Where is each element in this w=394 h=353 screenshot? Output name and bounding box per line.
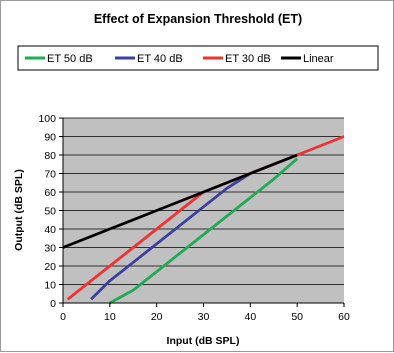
y-tick-label: 60 [44,187,56,199]
series-line-0 [109,157,299,305]
y-tick-label: 50 [44,206,56,218]
gridlines [63,117,344,285]
y-axis-label: Output (dB SPL) [13,169,25,251]
chart-title: Effect of Expansion Threshold (ET) [94,12,302,26]
x-tick-label: 0 [60,311,66,323]
legend-label-2: ET 30 dB [225,53,271,65]
y-tick-label: 30 [44,243,56,255]
series-line-1 [90,172,252,301]
x-tick-label: 50 [291,311,303,323]
y-tick-label: 70 [44,169,56,181]
legend-box [17,45,379,71]
y-tick-label: 20 [44,261,56,273]
y-tick-label: 10 [44,280,56,292]
x-axis-label: Input (dB SPL) [167,335,240,347]
y-tick-label: 0 [50,298,56,310]
x-tick-label: 10 [104,311,116,323]
y-tick-label: 90 [44,132,56,144]
series-lines [62,135,345,305]
legend-label-0: ET 50 dB [47,53,93,65]
legend-label-1: ET 40 dB [137,53,183,65]
tick-labels: 0 10 20 30 40 50 60 70 80 90 100 0 10 20 30 40 50 60 [38,113,350,323]
x-tick-label: 40 [244,311,256,323]
legend-label-3: Linear [303,53,334,65]
legend: ET 50 dB ET 40 dB ET 30 dB Linear [25,53,334,65]
y-tick-label: 40 [44,224,56,236]
y-tick-label: 100 [38,113,56,125]
x-tick-label: 20 [151,311,163,323]
x-tick-label: 60 [338,311,350,323]
y-tick-label: 80 [44,150,56,162]
x-tick-label: 30 [198,311,210,323]
series-line-3 [62,153,298,249]
